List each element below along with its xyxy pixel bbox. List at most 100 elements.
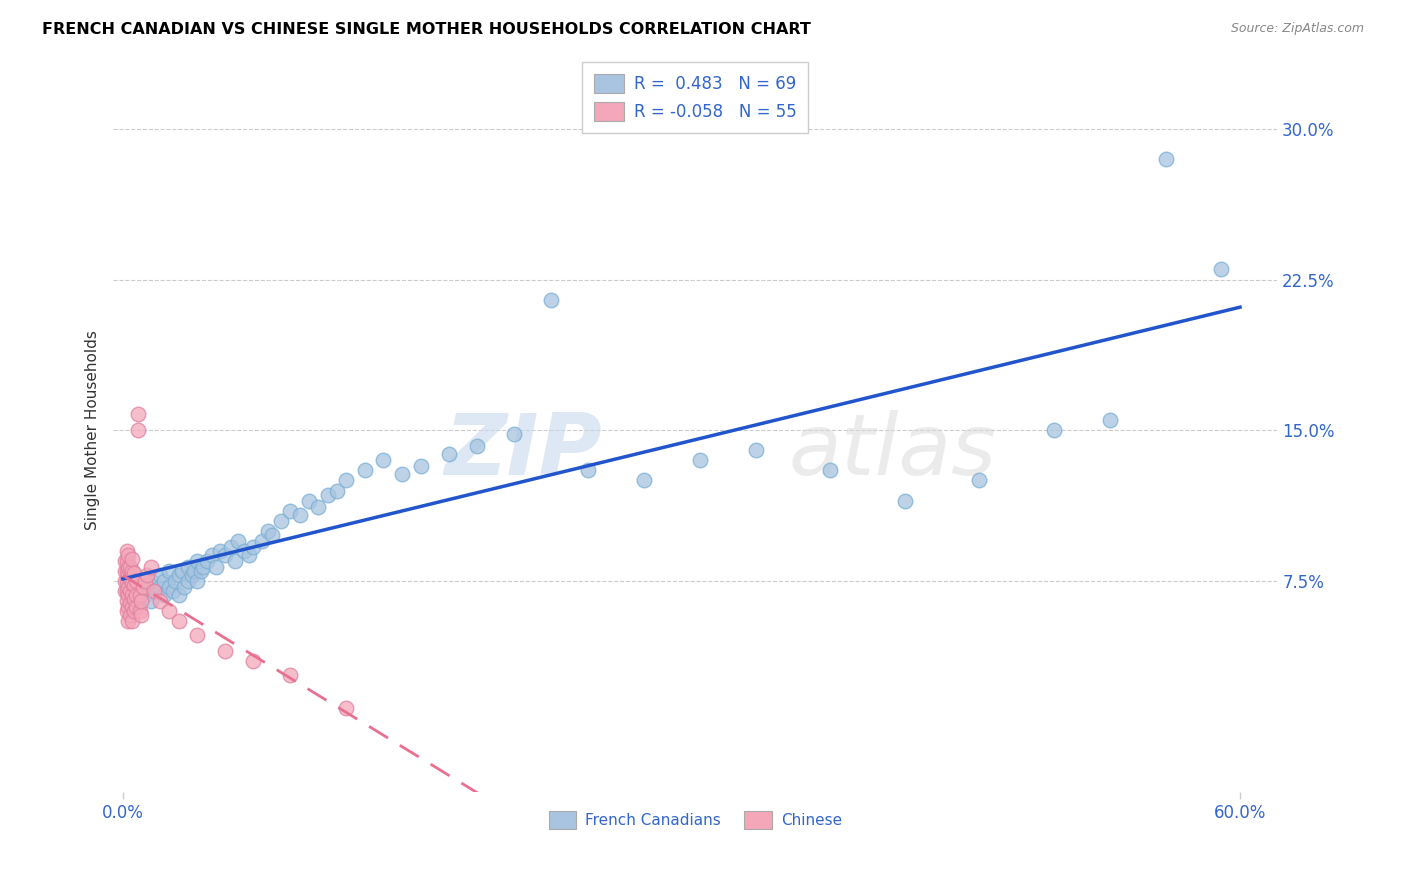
Point [186,554,208,568]
Point [117,614,139,628]
Point [114,584,136,599]
Point [242,654,264,668]
Point [162,584,184,599]
Point [139,594,162,608]
Point [214,644,236,658]
Point [183,564,205,578]
Point [120,572,142,586]
Point [131,608,153,623]
Point [1098,413,1121,427]
Point [127,407,149,421]
Point [969,474,991,488]
Point [134,588,156,602]
Point [252,533,274,548]
Point [127,594,149,608]
Point [121,576,143,591]
Point [1043,423,1066,437]
Point [120,584,142,599]
Point [177,574,200,588]
Point [208,544,231,558]
Point [633,474,655,488]
Point [163,574,186,588]
Point [224,554,246,568]
Point [114,574,136,588]
Point [115,574,138,588]
Point [120,596,142,610]
Point [298,493,321,508]
Point [149,568,172,582]
Text: ZIP: ZIP [444,410,602,493]
Point [121,588,143,602]
Point [1154,152,1177,166]
Point [115,544,138,558]
Text: Source: ZipAtlas.com: Source: ZipAtlas.com [1230,22,1364,36]
Point [689,453,711,467]
Point [316,487,339,501]
Point [1211,262,1233,277]
Point [115,584,138,599]
Point [134,574,156,588]
Point [132,580,155,594]
Point [280,668,302,682]
Point [149,594,172,608]
Point [117,560,139,574]
Point [280,503,302,517]
Point [172,564,194,578]
Point [288,508,311,522]
Point [354,463,377,477]
Point [125,600,148,615]
Point [373,453,395,467]
Point [540,293,562,307]
Point [257,524,280,538]
Point [115,554,138,568]
Point [122,604,145,618]
Point [335,700,357,714]
Point [232,544,254,558]
Point [157,580,180,594]
Point [186,574,208,588]
Point [121,600,143,615]
Point [136,568,159,582]
Point [201,548,224,562]
Point [136,580,159,594]
Point [152,574,174,588]
Point [117,568,139,582]
Point [139,574,162,588]
Point [149,580,172,594]
Point [115,564,138,578]
Point [117,600,139,615]
Point [894,493,917,508]
Point [195,554,218,568]
Point [120,608,142,623]
Point [238,548,260,562]
Point [115,604,138,618]
Point [122,566,145,580]
Point [157,604,180,618]
Point [143,584,166,599]
Y-axis label: Single Mother Households: Single Mother Households [86,330,100,530]
Point [820,463,842,477]
Point [173,580,195,594]
Point [121,564,143,578]
Point [128,604,150,618]
Point [117,548,139,562]
Point [145,584,167,599]
Point [121,614,143,628]
Point [576,463,599,477]
Point [122,592,145,607]
Point [125,574,148,588]
Point [117,588,139,602]
Point [219,540,242,554]
Point [127,423,149,437]
Point [167,614,190,628]
Point [260,527,283,541]
Point [114,564,136,578]
Text: atlas: atlas [789,410,997,493]
Point [437,447,460,461]
Point [191,560,214,574]
Point [270,514,292,528]
Point [205,560,228,574]
Point [502,427,524,442]
Point [121,552,143,566]
Point [335,474,357,488]
